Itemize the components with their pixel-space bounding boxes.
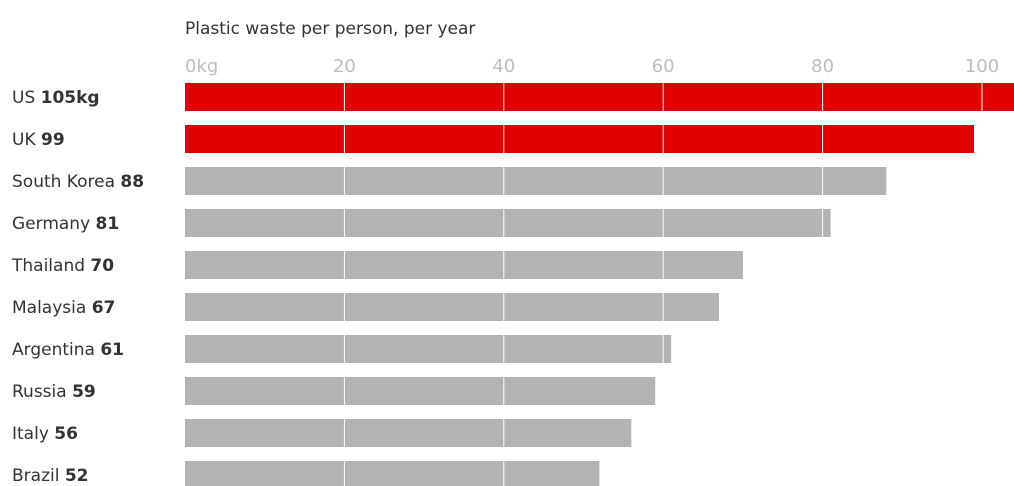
category-name: US [12,88,41,108]
bar [185,377,656,405]
value-label: 59 [72,382,96,402]
bar [185,293,719,321]
category-label: Thailand 70 [11,256,114,276]
category-name: UK [12,130,41,150]
gridlines [343,82,983,486]
category-name: Malaysia [12,298,92,318]
bar [185,251,743,279]
category-name: Thailand [11,256,90,276]
bar [185,125,975,153]
bar [185,419,632,447]
category-labels: US 105kg UK 99 South Korea 88 Germany 81 Tha… [11,88,144,486]
category-label: Brazil 52 [12,466,89,486]
value-label: 70 [90,256,114,276]
x-tick-label: 80 [811,56,834,77]
value-label: 88 [120,172,144,192]
category-name: Italy [12,424,54,444]
category-name: Germany [12,214,96,234]
x-tick-label: 100 [965,56,999,77]
category-label: South Korea 88 [12,172,144,192]
category-label: UK 99 [12,130,65,150]
value-label: 61 [100,340,124,360]
value-label: 81 [96,214,120,234]
value-label: 99 [41,130,65,150]
x-tick-label: 40 [492,56,515,77]
chart-subtitle: Plastic waste per person, per year [185,19,475,39]
value-label: 105kg [41,88,100,108]
value-label: 52 [65,466,89,486]
category-label: Malaysia 67 [12,298,115,318]
value-label: 56 [54,424,78,444]
category-name: South Korea [12,172,120,192]
x-tick-label: 20 [333,56,356,77]
x-tick-label: 60 [652,56,675,77]
x-axis-ticks: 0kg 20 40 60 80 100 [185,56,999,77]
bar [185,461,600,486]
x-tick-label: 0kg [185,56,218,77]
category-label: Italy 56 [12,424,78,444]
value-label: 67 [92,298,116,318]
bar [185,83,1014,111]
category-name: Brazil [12,466,65,486]
category-label: Russia 59 [12,382,96,402]
category-name: Russia [12,382,72,402]
category-name: Argentina [12,340,100,360]
category-label: Argentina 61 [12,340,124,360]
bars [185,83,1014,486]
category-label: Germany 81 [12,214,119,234]
bar [185,167,887,195]
bar [185,335,672,363]
bar [185,209,831,237]
category-label: US 105kg [12,88,100,108]
